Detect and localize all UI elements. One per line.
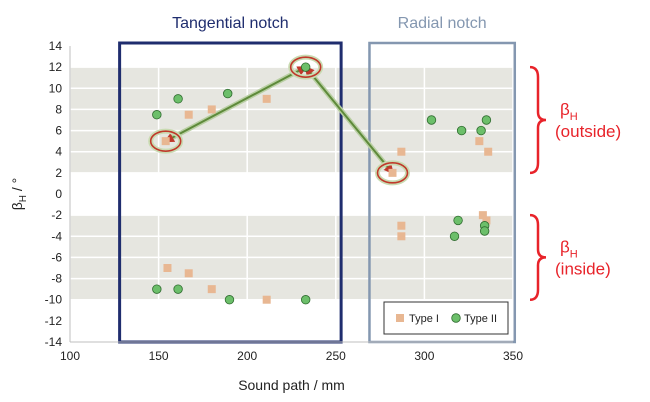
type-i-point bbox=[397, 232, 406, 241]
x-tick-label: 300 bbox=[414, 349, 434, 363]
y-tick-label: 6 bbox=[55, 124, 62, 138]
type-i-point bbox=[388, 168, 397, 177]
y-axis-title: βH / ° bbox=[9, 178, 29, 211]
type-i-point bbox=[161, 137, 170, 146]
y-tick-label: 12 bbox=[49, 60, 63, 74]
highlight-ring-2 bbox=[376, 162, 409, 184]
side-label-symbol-1: βH bbox=[560, 237, 578, 260]
y-tick-label: 8 bbox=[55, 102, 62, 116]
plot-area bbox=[70, 67, 513, 300]
band-0 bbox=[70, 67, 513, 173]
y-tick-label: -14 bbox=[45, 335, 63, 349]
type-ii-point bbox=[476, 125, 486, 136]
arrow-1 bbox=[304, 65, 394, 175]
bracket-0 bbox=[529, 65, 547, 175]
legend-label-type-i: Type I bbox=[409, 313, 439, 325]
trend-arrows bbox=[163, 64, 396, 176]
side-label-symbol-0: βH bbox=[560, 100, 578, 123]
y-tick-label: 0 bbox=[55, 187, 62, 201]
type-ii-point bbox=[152, 110, 162, 120]
type-i-point bbox=[207, 105, 216, 114]
type-ii-point bbox=[173, 284, 183, 294]
type-i-point bbox=[184, 110, 193, 119]
type-ii-point bbox=[449, 231, 460, 241]
axes: -14 -12 -10 -8 -6 -4 -2 0 2 4 6 8 10 12 14 100 150 200 250… bbox=[9, 39, 523, 393]
bracket-1 bbox=[529, 213, 547, 301]
legend-box bbox=[383, 301, 509, 335]
region-title-1: Radial notch bbox=[398, 15, 487, 32]
type-ii-point bbox=[453, 215, 463, 226]
y-tick-label: -2 bbox=[51, 208, 62, 222]
type-ii-point bbox=[426, 115, 437, 125]
type-i-point bbox=[207, 285, 216, 294]
type-ii-point bbox=[300, 295, 311, 305]
x-axis-title: Sound path / mm bbox=[238, 377, 345, 393]
type-i-point bbox=[397, 221, 406, 230]
x-tick-label: 100 bbox=[60, 349, 80, 363]
x-tick-label: 250 bbox=[326, 349, 346, 363]
data-points bbox=[152, 62, 493, 305]
highlight-rings bbox=[148, 54, 411, 186]
side-label-text-0: (outside) bbox=[555, 122, 621, 141]
type-ii-point bbox=[224, 295, 235, 305]
x-tick-label: 200 bbox=[237, 349, 257, 363]
type-ii-point bbox=[456, 125, 467, 136]
highlight-ring-0 bbox=[149, 130, 182, 152]
y-tick-label: 4 bbox=[55, 145, 62, 159]
type-i-point bbox=[397, 147, 406, 156]
side-label-text-1: (inside) bbox=[555, 259, 611, 278]
y-tick-label: 10 bbox=[49, 81, 63, 95]
y-tick-label: -4 bbox=[51, 229, 62, 243]
type-i-point bbox=[482, 216, 491, 225]
y-tick-label: -6 bbox=[51, 250, 62, 264]
type-i-point bbox=[163, 264, 172, 272]
y-tick-label: 14 bbox=[49, 39, 63, 53]
type-i-point bbox=[478, 211, 487, 220]
legend-marker-type-i bbox=[396, 314, 404, 322]
type-ii-point bbox=[481, 115, 492, 125]
x-tick-label: 350 bbox=[503, 349, 523, 363]
y-tick-label: -12 bbox=[45, 314, 63, 328]
highlight-ring-1 bbox=[289, 56, 322, 78]
type-ii-point bbox=[173, 94, 183, 104]
type-i-point bbox=[475, 137, 484, 146]
type-ii-point bbox=[479, 226, 490, 236]
y-tick-label: -10 bbox=[45, 293, 63, 307]
type-i-point bbox=[184, 269, 193, 278]
type-ii-point bbox=[300, 62, 311, 72]
type-ii-point bbox=[152, 284, 162, 294]
arrow-0 bbox=[163, 66, 308, 143]
y-tick-label: 2 bbox=[55, 166, 62, 180]
legend-marker-type-ii bbox=[451, 313, 461, 323]
type-i-point bbox=[262, 94, 271, 103]
region-title-0: Tangential notch bbox=[172, 15, 289, 32]
x-tick-label: 150 bbox=[149, 349, 169, 363]
legend-label-type-ii: Type II bbox=[464, 313, 497, 325]
legend: Type I Type II bbox=[383, 301, 509, 335]
type-i-point bbox=[484, 147, 493, 156]
side-labels: βH(outside)βH(inside) bbox=[529, 65, 621, 301]
y-tick-label: -8 bbox=[51, 272, 62, 286]
type-i-point bbox=[262, 295, 271, 304]
type-ii-point bbox=[223, 88, 233, 99]
